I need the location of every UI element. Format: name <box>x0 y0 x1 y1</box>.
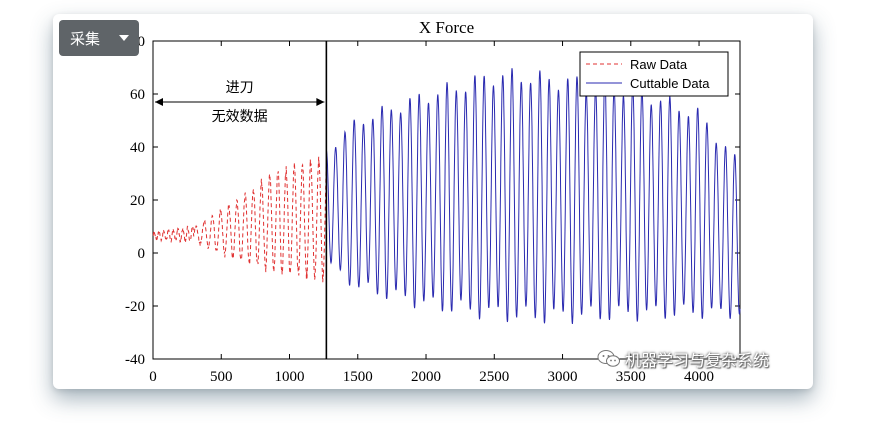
cuttable-data-line <box>325 68 741 324</box>
x-tick-label: 3000 <box>548 369 578 385</box>
chart-title: X Force <box>419 18 474 37</box>
watermark: 机器学习与复杂系统 <box>597 347 769 371</box>
x-tick-label: 0 <box>149 369 157 385</box>
collect-label: 采集 <box>70 29 101 48</box>
x-tick-label: 3500 <box>616 369 646 385</box>
x-tick-label: 4000 <box>684 369 714 385</box>
legend-raw-label: Raw Data <box>630 57 688 72</box>
y-tick-label: 40 <box>130 140 145 156</box>
wechat-icon <box>597 350 620 367</box>
legend: Raw Data Cuttable Data <box>579 51 729 97</box>
y-tick-label: -40 <box>125 352 145 368</box>
collect-button[interactable]: 采集 <box>59 20 139 56</box>
caret-down-icon <box>119 35 129 41</box>
watermark-text: 机器学习与复杂系统 <box>625 351 770 370</box>
annotation-line-2: 无效数据 <box>212 109 268 125</box>
x-tick-label: 2000 <box>411 369 441 385</box>
annotation-line-1: 进刀 <box>226 80 254 96</box>
x-tick-label: 2500 <box>479 369 509 385</box>
raw-data-line <box>152 156 327 283</box>
legend-cuttable-label: Cuttable Data <box>630 76 710 91</box>
y-tick-label: -20 <box>125 299 145 315</box>
x-tick-label: 1500 <box>343 369 373 385</box>
y-tick-label: 0 <box>138 246 146 262</box>
y-tick-label: 60 <box>130 87 145 103</box>
arrow-left-icon <box>155 97 163 106</box>
y-tick-label: 20 <box>130 193 145 209</box>
arrow-right-icon <box>316 97 325 106</box>
legend-box <box>579 51 729 97</box>
x-tick-label: 1000 <box>275 369 305 385</box>
x-tick-label: 500 <box>210 369 233 385</box>
annotation: 进刀 无效数据 <box>155 80 325 125</box>
